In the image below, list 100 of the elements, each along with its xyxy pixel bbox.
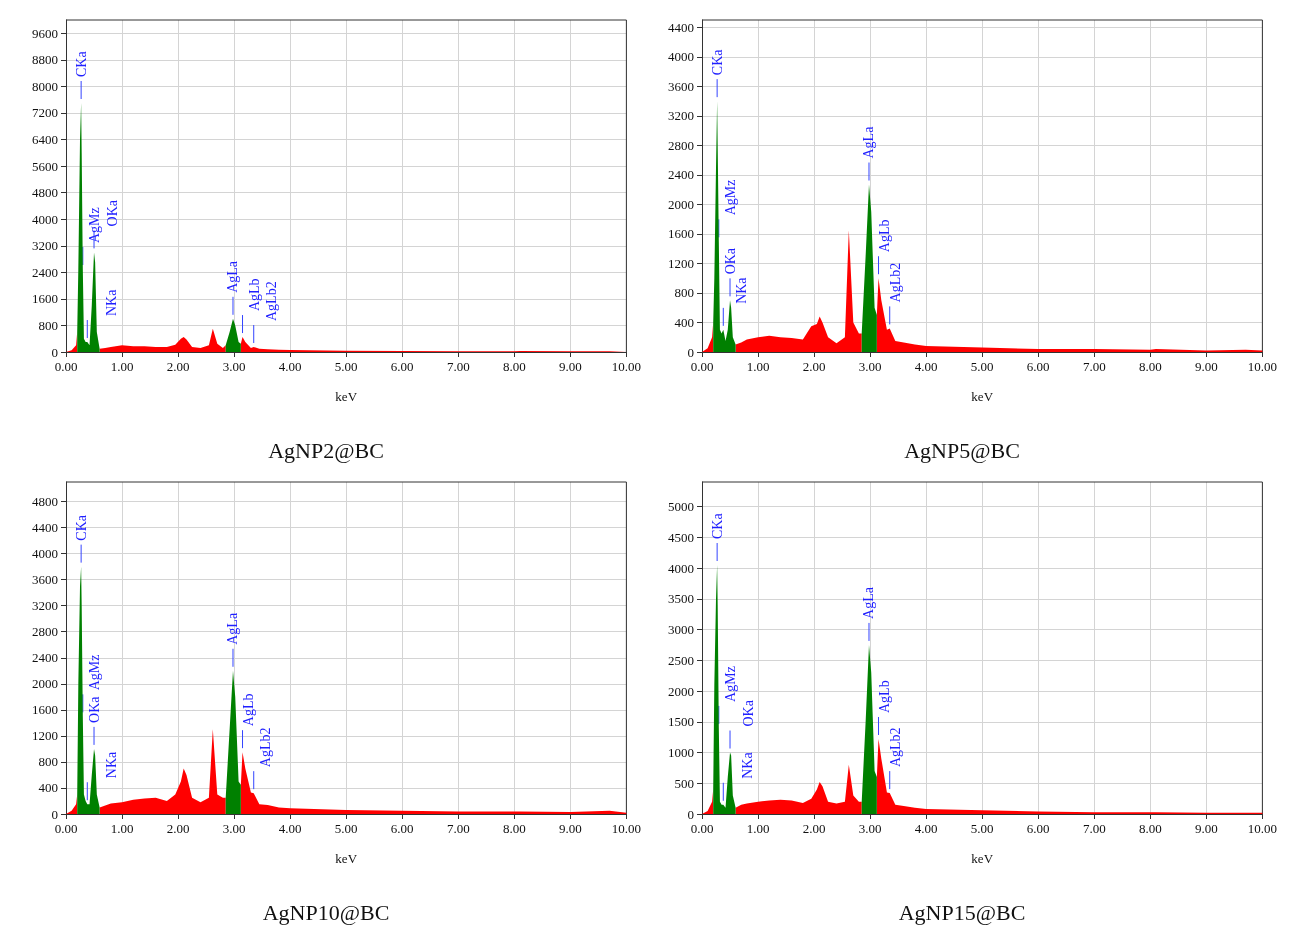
y-tick-label: 1200 (32, 728, 58, 744)
x-tick-label: 2.00 (166, 359, 190, 374)
y-tick-label: 4000 (668, 560, 694, 576)
x-tick-label: 7.00 (446, 821, 470, 836)
x-tick-label: 3.00 (222, 359, 246, 374)
annotation: AgMz (87, 207, 103, 243)
x-tick-label: 8.00 (1138, 359, 1162, 374)
x-tick-label: 6.00 (1026, 359, 1050, 374)
y-tick-label: 3600 (668, 78, 694, 94)
x-tick-label: 10.00 (1247, 359, 1277, 374)
annotation: OKa (104, 199, 120, 227)
y-tick-label: 400 (674, 314, 694, 330)
x-tick-label: 10.00 (611, 821, 641, 836)
annotation: AgLa (861, 586, 877, 619)
y-tick-label: 500 (674, 775, 694, 791)
annotation: AgLb2 (264, 281, 280, 322)
y-tick-label: 2000 (668, 683, 694, 699)
y-tick-label: 800 (674, 285, 694, 301)
annotation: AgLa (225, 260, 241, 293)
y-tick-label: 8000 (32, 78, 58, 94)
y-tick-label: 0 (687, 806, 694, 822)
y-tick-label: 8800 (32, 52, 58, 68)
y-tick-label: 4800 (32, 185, 58, 201)
annotation: AgLb (877, 680, 893, 713)
annotation: AgLa (861, 125, 877, 159)
y-tick-label: 400 (38, 780, 58, 796)
x-tick-label: 9.00 (1194, 359, 1218, 374)
y-tick-label: 7200 (32, 105, 58, 121)
annotation: NKa (733, 276, 749, 304)
annotation: OKa (86, 695, 102, 723)
annotation: CKa (73, 514, 89, 541)
x-axis-title: keV (971, 389, 994, 404)
y-tick-label: 5000 (668, 499, 694, 515)
annotation: AgLb2 (888, 262, 904, 303)
annotation: AgLb (241, 693, 257, 727)
x-tick-label: 1.00 (746, 359, 770, 374)
annotation: NKa (103, 288, 119, 317)
x-tick-label: 9.00 (558, 359, 582, 374)
x-tick-label: 6.00 (390, 821, 414, 836)
x-axis-title: keV (971, 851, 994, 866)
y-tick-label: 800 (38, 754, 58, 770)
y-tick-label: 2000 (668, 196, 694, 212)
x-tick-label: 0.00 (690, 821, 714, 836)
text: AgNP5@BC (904, 437, 1020, 463)
y-tick-label: 1200 (668, 255, 694, 271)
y-tick-label: 4000 (32, 211, 58, 227)
y-tick-label: 2800 (32, 624, 58, 640)
y-tick-label: 2400 (32, 650, 58, 666)
annotation: AgMz (87, 654, 103, 691)
x-tick-label: 7.00 (1082, 359, 1106, 374)
y-tick-label: 6400 (32, 132, 58, 148)
x-tick-label: 1.00 (110, 821, 134, 836)
x-tick-label: 5.00 (334, 359, 358, 374)
y-tick-label: 1600 (32, 291, 58, 307)
y-tick-label: 4000 (32, 546, 58, 562)
text: AgNP15@BC (898, 899, 1026, 925)
y-tick-label: 4400 (668, 19, 694, 35)
x-tick-label: 4.00 (914, 821, 938, 836)
annotation: OKa (740, 699, 756, 727)
x-tick-label: 1.00 (110, 359, 134, 374)
annotation: CKa (73, 50, 89, 77)
x-tick-label: 6.00 (390, 359, 414, 374)
text: AgNP2@BC (268, 437, 384, 463)
y-tick-label: 4800 (32, 494, 58, 510)
y-tick-label: 2400 (668, 167, 694, 183)
annotation: CKa (709, 512, 725, 539)
x-tick-label: 8.00 (502, 821, 526, 836)
y-tick-label: 1600 (32, 702, 58, 718)
y-tick-label: 3600 (32, 572, 58, 588)
y-tick-label: 1500 (668, 714, 694, 730)
x-tick-label: 6.00 (1026, 821, 1050, 836)
x-tick-label: 5.00 (334, 821, 358, 836)
y-tick-label: 2000 (32, 676, 58, 692)
x-tick-label: 0.00 (54, 359, 78, 374)
y-tick-label: 1000 (668, 745, 694, 761)
x-tick-label: 10.00 (1247, 821, 1277, 836)
y-tick-label: 4000 (668, 49, 694, 65)
annotation: NKa (739, 751, 755, 779)
x-axis-title: keV (335, 389, 358, 404)
x-tick-label: 4.00 (278, 359, 302, 374)
annotation: NKa (103, 751, 119, 779)
text: AgNP10@BC (262, 899, 390, 925)
x-tick-label: 10.00 (611, 359, 641, 374)
x-tick-label: 0.00 (54, 821, 78, 836)
annotation: OKa (722, 247, 738, 275)
y-tick-label: 4500 (668, 529, 694, 545)
annotation: AgLb2 (258, 727, 274, 768)
y-tick-label: 3200 (32, 238, 58, 254)
y-tick-label: 0 (687, 344, 694, 360)
x-tick-label: 0.00 (690, 359, 714, 374)
x-tick-label: 3.00 (858, 359, 882, 374)
y-tick-label: 3200 (32, 598, 58, 614)
y-tick-label: 4400 (32, 520, 58, 536)
x-tick-label: 9.00 (558, 821, 582, 836)
x-tick-label: 8.00 (502, 359, 526, 374)
x-tick-label: 3.00 (858, 821, 882, 836)
x-tick-label: 5.00 (970, 359, 994, 374)
annotation: CKa (709, 48, 725, 76)
y-tick-label: 3200 (668, 108, 694, 124)
annotation: AgLb2 (888, 727, 904, 768)
